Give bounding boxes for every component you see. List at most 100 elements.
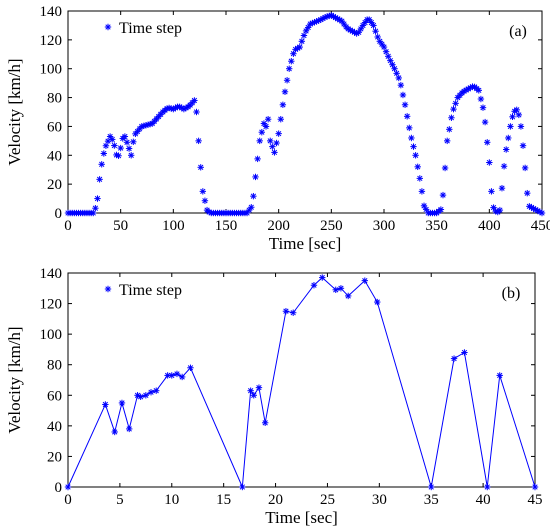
data-point	[319, 274, 326, 281]
data-point	[507, 123, 514, 130]
data-point	[261, 419, 269, 426]
data-point	[410, 143, 417, 150]
data-point	[357, 25, 365, 33]
data-point	[142, 392, 150, 399]
y-tick-label: 100	[40, 62, 63, 78]
data-point	[310, 282, 318, 289]
data-point	[271, 149, 278, 156]
data-point	[275, 130, 282, 137]
data-point	[484, 483, 491, 491]
data-point	[102, 401, 109, 408]
data-point	[538, 209, 546, 217]
data-point	[279, 101, 287, 108]
data-point	[178, 373, 186, 381]
x-tick-label: 250	[320, 218, 343, 234]
data-point	[94, 195, 101, 202]
series-line	[67, 276, 536, 488]
x-tick-label: 45	[528, 492, 543, 508]
data-point	[408, 134, 415, 142]
x-tick-label: 300	[373, 218, 396, 234]
data-point	[254, 155, 261, 163]
data-point	[137, 393, 144, 401]
data-point	[496, 372, 503, 379]
data-point	[255, 384, 263, 391]
data-point	[370, 22, 377, 29]
y-tick-label: 120	[40, 33, 63, 49]
x-tick-label: 150	[215, 218, 238, 234]
data-point	[418, 188, 426, 195]
data-point	[98, 161, 105, 168]
data-point	[500, 163, 508, 170]
legend-marker	[104, 23, 112, 31]
data-point	[517, 123, 525, 130]
data-point	[446, 126, 453, 133]
legend-label: Time step	[119, 20, 182, 37]
data-point	[298, 38, 306, 45]
data-point	[111, 428, 118, 436]
data-point	[524, 189, 531, 197]
data-point	[496, 206, 504, 214]
data-point	[96, 176, 103, 183]
data-point	[256, 137, 263, 145]
data-point	[252, 173, 259, 181]
x-tick-label: 35	[424, 492, 439, 508]
data-point	[248, 204, 255, 211]
data-point	[281, 88, 289, 95]
data-point	[531, 483, 539, 491]
y-tick-label: 20	[47, 449, 62, 465]
x-tick-label: 0	[64, 218, 72, 234]
plot-frame	[67, 10, 543, 214]
y-tick-label: 140	[40, 266, 63, 282]
x-tick-label: 50	[113, 218, 128, 234]
data-point	[296, 43, 303, 51]
data-point	[92, 204, 99, 212]
data-point	[90, 209, 97, 217]
data-point	[450, 105, 457, 113]
data-point	[302, 27, 310, 35]
data-point	[64, 483, 72, 491]
data-point	[484, 139, 491, 146]
data-point	[121, 133, 129, 140]
y-tick-label: 40	[47, 148, 62, 164]
data-point	[337, 285, 345, 292]
data-point	[289, 309, 297, 316]
data-point	[173, 370, 181, 378]
data-point	[422, 206, 430, 213]
x-axis-label: Time [sec]	[265, 508, 338, 527]
data-point	[111, 142, 118, 149]
data-point	[153, 387, 160, 394]
legend-marker	[104, 285, 112, 293]
x-tick-label: 10	[164, 492, 179, 508]
data-point	[109, 136, 116, 143]
data-point	[345, 292, 352, 300]
data-point	[199, 188, 207, 195]
data-point	[450, 355, 458, 362]
data-point	[332, 286, 339, 294]
y-tick-label: 120	[40, 297, 63, 313]
data-point	[401, 101, 409, 108]
data-point	[389, 61, 396, 68]
panel-label: (b)	[502, 285, 521, 302]
data-point	[273, 139, 280, 147]
data-point	[461, 349, 468, 356]
y-axis-label: Velocity [km/h]	[5, 58, 24, 165]
data-point	[282, 308, 290, 315]
y-tick-label: 60	[47, 119, 62, 135]
data-point	[250, 392, 257, 399]
data-point	[100, 150, 108, 157]
data-point	[288, 58, 295, 65]
data-point	[513, 106, 520, 114]
data-point	[269, 143, 276, 150]
data-point	[479, 104, 487, 111]
x-tick-label: 40	[476, 492, 491, 508]
data-point	[193, 108, 200, 116]
data-point	[117, 144, 124, 152]
data-point	[448, 114, 455, 121]
data-point	[374, 298, 381, 306]
y-tick-label: 0	[55, 480, 63, 496]
data-point	[475, 87, 482, 94]
data-point	[391, 65, 398, 72]
data-point	[441, 164, 449, 172]
y-tick-label: 80	[47, 91, 62, 107]
data-point	[286, 65, 293, 72]
